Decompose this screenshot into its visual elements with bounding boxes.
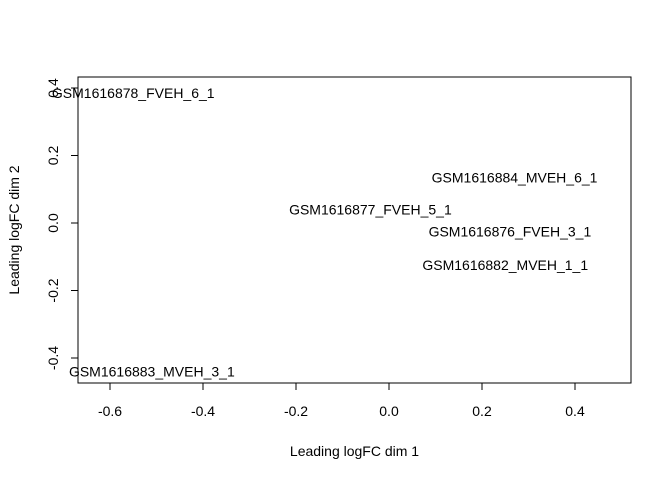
y-tick-label: -0.4 — [45, 346, 61, 370]
point-label: GSM1616877_FVEH_5_1 — [289, 202, 452, 218]
point-label: GSM1616878_FVEH_6_1 — [52, 85, 215, 101]
y-axis-title: Leading logFC dim 2 — [6, 165, 22, 294]
point-label: GSM1616882_MVEH_1_1 — [422, 257, 588, 273]
x-tick-label: 0.2 — [472, 403, 492, 419]
x-tick-label: -0.6 — [98, 403, 122, 419]
point-label: GSM1616883_MVEH_3_1 — [69, 364, 235, 380]
x-axis: -0.6 -0.4 -0.2 0.0 0.2 0.4 — [98, 382, 585, 419]
y-axis: -0.4 -0.2 0.0 0.2 0.4 — [45, 78, 79, 370]
y-tick-label: -0.2 — [45, 278, 61, 302]
x-axis-title: Leading logFC dim 1 — [290, 443, 419, 459]
point-label: GSM1616876_FVEH_3_1 — [429, 223, 592, 239]
y-tick-label: 0.4 — [45, 78, 61, 98]
x-tick-label: -0.4 — [191, 403, 215, 419]
x-tick-label: 0.4 — [565, 403, 585, 419]
x-tick-label: -0.2 — [284, 403, 308, 419]
x-tick-label: 0.0 — [379, 403, 399, 419]
point-labels: GSM1616878_FVEH_6_1 GSM1616884_MVEH_6_1 GS… — [52, 85, 598, 379]
y-tick-label: 0.2 — [45, 146, 61, 166]
y-tick-label: 0.0 — [45, 213, 61, 233]
point-label: GSM1616884_MVEH_6_1 — [432, 169, 598, 185]
